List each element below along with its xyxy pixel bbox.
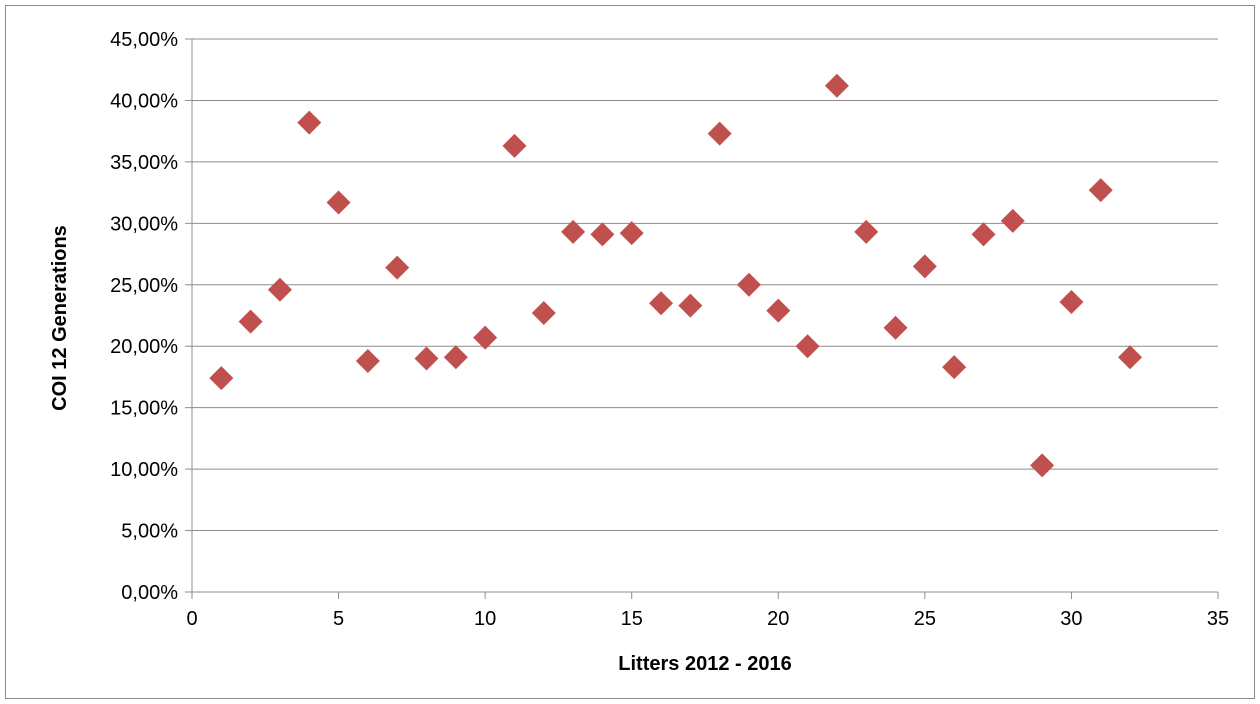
y-tick-label: 35,00% (110, 152, 178, 174)
x-axis-title: Litters 2012 - 2016 (618, 653, 791, 675)
data-point (971, 222, 996, 247)
data-point (238, 309, 263, 334)
x-tick-label: 10 (474, 608, 496, 630)
gridlines (185, 38, 1218, 593)
data-point (649, 291, 674, 316)
y-tick-label: 15,00% (110, 398, 178, 420)
data-point (766, 298, 791, 323)
data-point (883, 315, 908, 340)
data-point (355, 348, 380, 373)
y-tick-labels: 0,00% 5,00% 10,00% 15,00% 20,00% 25,00% 30,00%… (110, 29, 178, 604)
x-tick-label: 0 (186, 608, 197, 630)
y-tick-label: 0,00% (121, 582, 178, 604)
x-tick-label: 5 (333, 608, 344, 630)
data-point (531, 301, 556, 326)
chart-frame (5, 5, 1255, 699)
y-tick-label: 10,00% (110, 459, 178, 481)
data-point (619, 221, 644, 246)
data-point (561, 219, 586, 244)
x-tick-label: 25 (914, 608, 936, 630)
y-axis-title: COI 12 Generations (49, 225, 71, 411)
y-tick-label: 20,00% (110, 336, 178, 358)
data-points (209, 73, 1143, 478)
data-point (824, 73, 849, 98)
data-point (912, 254, 937, 279)
data-point (473, 325, 498, 350)
data-point (854, 219, 879, 244)
data-point (1118, 345, 1143, 370)
x-tick-label: 35 (1207, 608, 1229, 630)
data-point (502, 133, 527, 158)
x-tick-label: 30 (1060, 608, 1082, 630)
data-point (1059, 289, 1084, 314)
data-point (267, 277, 292, 302)
x-tick-label: 15 (621, 608, 643, 630)
y-tick-label: 5,00% (121, 521, 178, 543)
data-point (678, 293, 703, 318)
y-tick-label: 30,00% (110, 213, 178, 235)
data-point (1000, 208, 1025, 233)
data-point (942, 355, 967, 380)
data-point (297, 110, 322, 135)
data-point (1088, 178, 1113, 203)
data-point (443, 345, 468, 370)
x-tick-labels: 0 5 10 15 20 25 30 35 (186, 608, 1229, 630)
data-point (736, 272, 761, 297)
data-point (590, 222, 615, 247)
data-point (326, 190, 351, 215)
y-tick-label: 40,00% (110, 90, 178, 112)
y-tick-label: 45,00% (110, 29, 178, 51)
data-point (385, 255, 410, 280)
data-point (707, 121, 732, 146)
axes (191, 39, 1219, 599)
data-point (209, 366, 234, 391)
data-point (795, 334, 820, 359)
data-point (1030, 453, 1055, 478)
y-tick-label: 25,00% (110, 275, 178, 297)
data-point (414, 346, 439, 371)
x-tick-label: 20 (767, 608, 789, 630)
